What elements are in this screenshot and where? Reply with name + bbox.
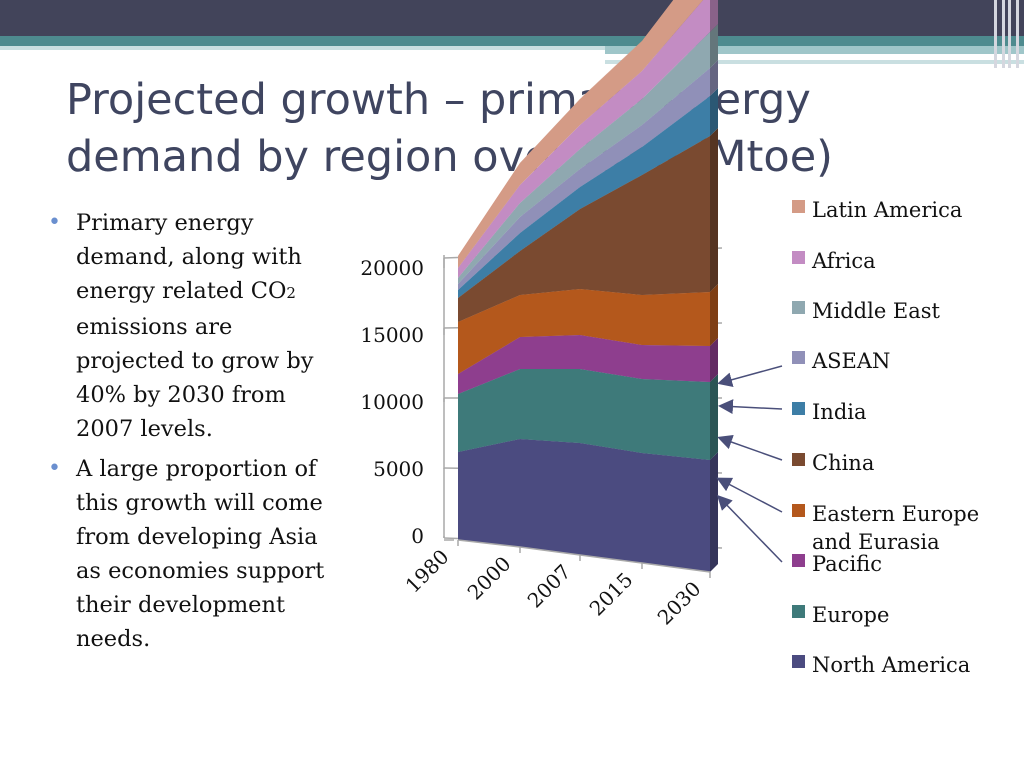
corner-stripes [990,0,1024,68]
x-tick-label: 1980 [401,545,454,598]
legend-label: Eastern Europe [812,502,979,526]
area-side-face [710,0,718,32]
accent-stripe [0,36,1024,46]
bullet-text: A large proportion of this growth will c… [76,456,325,652]
legend-label: Middle East [812,299,941,323]
legend-swatch [792,554,805,567]
legend-label: Europe [812,603,889,627]
x-tick-label: 2007 [523,560,576,613]
area-africa [458,0,710,278]
area-side-face [710,24,718,68]
legend-swatch [792,504,805,517]
bullet-subscript: 2 [286,284,296,302]
legend-swatch [792,351,805,364]
bullet-dot-icon: • [48,456,61,481]
y-tick-label: 5000 [373,457,424,481]
area-europe [458,369,710,460]
legend-label: ASEAN [811,349,890,373]
x-tick-label: 2015 [585,568,638,621]
legend-swatch [792,402,805,415]
legend-swatch [792,301,805,314]
area-side-face [710,88,718,136]
accent-stripe-thin [0,46,605,50]
area-side-face [710,128,718,292]
legend-label: Africa [811,249,876,273]
y-tick-label: 15000 [360,323,424,347]
bullet-dot-icon: • [48,210,61,235]
legend-label: India [812,400,867,424]
legend-swatch [792,655,805,668]
area-north-america [458,439,710,572]
legend-label: Pacific [812,552,882,576]
area-side-face [710,338,718,382]
legend-label: China [812,451,874,475]
area-side-face [710,60,718,96]
area-china [458,136,710,322]
annotation-arrow [716,494,783,563]
area-asean [458,68,710,290]
legend-swatch [792,200,805,213]
area-side-face [710,284,718,346]
y-tick-label: 20000 [360,256,424,280]
area-side-face [710,374,718,460]
bullet-item: • A large proportion of this growth will … [44,452,344,656]
area-middle-east [458,32,710,284]
annotation-arrow [718,399,783,415]
annotation-arrow [716,477,783,513]
accent-stripe-faint [605,60,1024,64]
area-india [458,96,710,298]
x-tick-label: 2000 [463,552,516,605]
area-pacific [458,335,710,394]
legend-swatch [792,251,805,264]
area-latin-america [458,0,704,268]
accent-stripe-light [605,46,1024,54]
legend-label: Latin America [812,198,962,222]
y-tick-label: 0 [411,524,424,548]
bullet-list: • Primary energy demand, along with energ… [44,206,344,662]
legend-swatch [792,453,805,466]
area-side-face [710,452,718,572]
top-bar [0,0,1024,36]
y-tick-label: 10000 [360,390,424,414]
annotation-arrow [717,434,783,461]
annotation-arrow [717,365,783,388]
bullet-text: Primary energy demand, along with energy… [76,210,302,304]
legend-label: North America [812,653,970,677]
legend-swatch [792,605,805,618]
area-eastern-europe-and-eurasia [458,289,710,374]
bullet-item: • Primary energy demand, along with energ… [44,206,344,446]
legend-label-continued: and Eurasia [812,530,940,554]
x-tick-label: 2030 [653,577,706,630]
bullet-text-continued: emissions are projected to grow by 40% b… [76,314,314,442]
